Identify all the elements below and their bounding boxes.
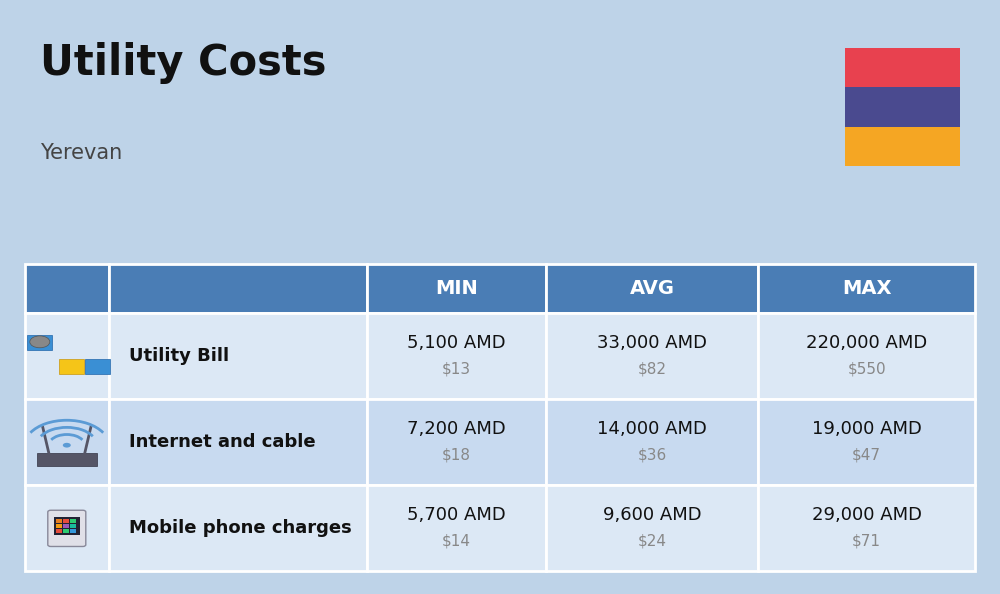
Text: 220,000 AMD: 220,000 AMD <box>806 334 927 352</box>
Bar <box>27 335 52 350</box>
Bar <box>367 313 546 399</box>
Text: Mobile phone charges: Mobile phone charges <box>129 519 352 538</box>
Bar <box>109 399 367 485</box>
Bar <box>367 485 546 571</box>
Bar <box>758 313 975 399</box>
Text: $14: $14 <box>442 534 471 549</box>
Text: Utility Bill: Utility Bill <box>129 347 229 365</box>
Bar <box>85 359 110 374</box>
Text: $550: $550 <box>847 362 886 377</box>
Text: $71: $71 <box>852 534 881 549</box>
Text: $24: $24 <box>637 534 666 549</box>
Text: Yerevan: Yerevan <box>40 143 122 163</box>
Bar <box>25 264 109 313</box>
Text: 14,000 AMD: 14,000 AMD <box>597 420 707 438</box>
Bar <box>845 48 960 87</box>
Bar <box>109 485 367 571</box>
Text: AVG: AVG <box>630 279 674 298</box>
Bar <box>367 399 546 485</box>
Text: 7,200 AMD: 7,200 AMD <box>407 420 506 438</box>
Bar <box>758 399 975 485</box>
Bar <box>25 485 109 571</box>
Text: 19,000 AMD: 19,000 AMD <box>812 420 922 438</box>
Bar <box>70 525 76 528</box>
Bar <box>63 525 69 528</box>
Bar <box>59 359 84 374</box>
Bar <box>546 485 758 571</box>
Text: $82: $82 <box>637 362 666 377</box>
Bar <box>54 517 80 535</box>
Bar <box>56 525 62 528</box>
Text: $18: $18 <box>442 448 471 463</box>
Text: 9,600 AMD: 9,600 AMD <box>603 506 701 525</box>
Text: Internet and cable: Internet and cable <box>129 433 316 451</box>
Circle shape <box>30 336 50 347</box>
Bar <box>845 87 960 127</box>
Text: 5,700 AMD: 5,700 AMD <box>407 506 506 525</box>
Text: MAX: MAX <box>842 279 891 298</box>
Bar <box>546 264 758 313</box>
Text: $47: $47 <box>852 448 881 463</box>
Text: 33,000 AMD: 33,000 AMD <box>597 334 707 352</box>
Bar <box>25 313 109 399</box>
Text: 5,100 AMD: 5,100 AMD <box>407 334 506 352</box>
Text: 29,000 AMD: 29,000 AMD <box>812 506 922 525</box>
Text: MIN: MIN <box>435 279 478 298</box>
Bar <box>109 313 367 399</box>
Bar <box>70 529 76 533</box>
FancyBboxPatch shape <box>48 510 86 546</box>
Bar <box>367 264 546 313</box>
Bar <box>109 264 367 313</box>
Bar <box>25 399 109 485</box>
Bar <box>546 313 758 399</box>
Bar <box>845 127 960 166</box>
Bar <box>758 264 975 313</box>
Circle shape <box>63 443 71 448</box>
Bar <box>546 399 758 485</box>
Bar <box>56 529 62 533</box>
Bar <box>63 519 69 523</box>
Text: $13: $13 <box>442 362 471 377</box>
Bar <box>56 519 62 523</box>
Bar <box>63 529 69 533</box>
Text: $36: $36 <box>637 448 667 463</box>
Bar <box>37 453 97 466</box>
Bar <box>758 485 975 571</box>
Text: Utility Costs: Utility Costs <box>40 42 326 84</box>
Bar <box>70 519 76 523</box>
